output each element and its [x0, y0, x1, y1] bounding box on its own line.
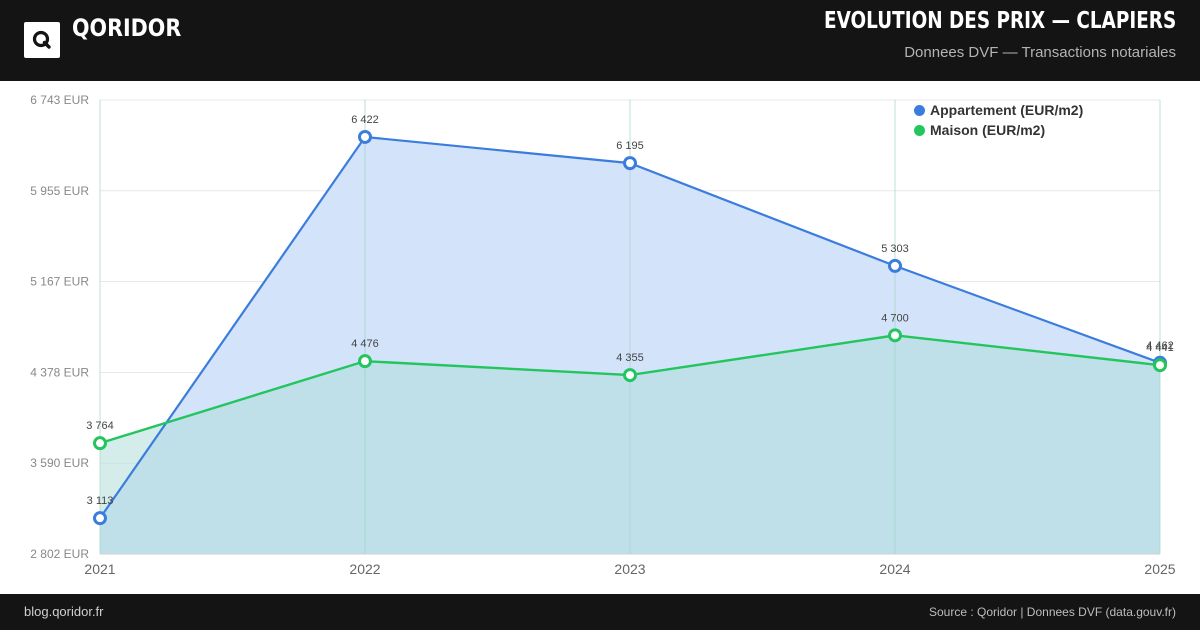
legend-swatch-appartement	[914, 104, 925, 116]
logo-q-icon	[32, 30, 51, 49]
y-tick-label: 2 802 EUR	[30, 547, 89, 561]
data-label-appartement: 6 422	[351, 114, 379, 126]
y-tick-label: 5 167 EUR	[30, 275, 89, 289]
point-appartement	[358, 129, 372, 144]
page-title: EVOLUTION DES PRIX — CLAPIERS	[823, 8, 1176, 34]
data-label-appartement: 4 462	[1146, 340, 1174, 352]
footer-source: Source : Qoridor | Donnees DVF (data.gou…	[928, 605, 1176, 619]
data-label-appartement: 5 303	[881, 243, 909, 255]
point-maison	[93, 436, 107, 451]
footer-bar: blog.qoridor.fr Source : Qoridor | Donne…	[0, 594, 1200, 630]
point-maison	[358, 354, 372, 369]
chart-legend: Appartement (EUR/m2) Maison (EUR/m2)	[914, 100, 1083, 140]
legend-swatch-maison	[914, 124, 925, 136]
data-label-maison: 4 441	[1146, 342, 1174, 354]
y-tick-label: 3 590 EUR	[30, 456, 89, 470]
data-label-maison: 3 764	[86, 420, 114, 432]
x-tick-label: 2022	[349, 561, 380, 577]
legend-label-maison: Maison (EUR/m2)	[930, 122, 1046, 138]
page-subtitle: Donnees DVF — Transactions notariales	[904, 44, 1176, 61]
logo-icon	[24, 22, 60, 58]
x-tick-label: 2025	[1144, 561, 1175, 577]
point-maison	[888, 328, 902, 343]
x-tick-label: 2023	[614, 561, 645, 577]
point-appartement	[888, 258, 902, 273]
y-tick-label: 5 955 EUR	[30, 184, 89, 198]
point-appartement	[623, 156, 637, 171]
y-tick-label: 6 743 EUR	[30, 93, 89, 107]
header-bar: QORIDOR EVOLUTION DES PRIX — CLAPIERS Do…	[0, 0, 1200, 81]
point-maison	[623, 368, 637, 383]
point-maison	[1153, 358, 1167, 373]
y-tick-label: 4 378 EUR	[30, 365, 89, 379]
price-evolution-chart: 2 802 EUR 3 590 EUR 4 378 EUR 5 167 EUR 5 95…	[30, 93, 1175, 577]
data-label-appartement: 6 195	[616, 140, 644, 152]
legend-item-maison: Maison (EUR/m2)	[914, 120, 1083, 140]
brand-name: QORIDOR	[72, 14, 182, 42]
x-tick-label: 2024	[879, 561, 910, 577]
legend-item-appartement: Appartement (EUR/m2)	[914, 100, 1083, 120]
legend-label-appartement: Appartement (EUR/m2)	[930, 102, 1084, 118]
x-tick-label: 2021	[84, 561, 115, 577]
point-appartement	[93, 511, 107, 526]
data-label-maison: 4 700	[881, 312, 909, 324]
data-label-maison: 4 476	[351, 338, 379, 350]
footer-site-link[interactable]: blog.qoridor.fr	[24, 604, 104, 619]
data-label-maison: 4 355	[616, 352, 644, 364]
data-label-appartement: 3 113	[87, 495, 114, 507]
